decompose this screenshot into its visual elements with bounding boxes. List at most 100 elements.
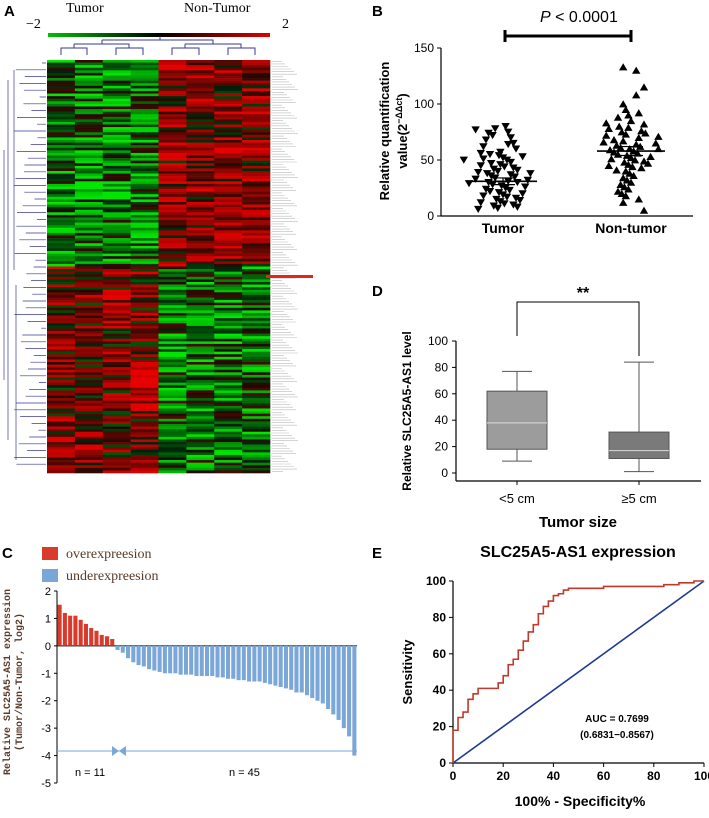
heatmap-cell xyxy=(102,155,131,159)
heatmap-cell xyxy=(47,416,76,420)
heatmap-cell xyxy=(186,196,215,200)
scatter-point-nontumor xyxy=(622,176,632,184)
panel-a-letter: A xyxy=(4,3,15,20)
heatmap-cell xyxy=(102,70,131,74)
heatmap-cell xyxy=(158,354,187,358)
heatmap-cell xyxy=(186,227,215,231)
waterfall-bar-over xyxy=(110,639,115,646)
heatmap-cell xyxy=(102,222,131,226)
heatmap-cell xyxy=(186,232,215,236)
heatmap-cell xyxy=(214,163,243,167)
heatmap-cell xyxy=(242,127,271,130)
heatmap-cell xyxy=(74,124,104,128)
heatmap-cell xyxy=(74,390,104,394)
heatmap-cell xyxy=(74,364,104,368)
heatmap-cell xyxy=(186,416,215,420)
heatmap-cell xyxy=(74,318,104,322)
heatmap-cell xyxy=(47,75,76,79)
heatmap-cell xyxy=(74,372,104,376)
heatmap-cell xyxy=(74,387,104,391)
panel-a-heatmap: A Tumor Non-Tumor −2 2 xyxy=(3,1,313,474)
boxplot-ylabel: Relative SLC25A5-AS1 level xyxy=(400,331,414,490)
heatmap-cell xyxy=(158,67,187,71)
heatmap-cell xyxy=(102,165,131,169)
heatmap-cell xyxy=(214,217,243,221)
heatmap-cell xyxy=(130,127,159,130)
heatmap-cell xyxy=(102,426,131,430)
heatmap-cell xyxy=(102,323,131,327)
heatmap-cell xyxy=(158,232,187,236)
heatmap-cell xyxy=(130,362,159,365)
heatmap-cell xyxy=(242,160,271,164)
heatmap-cell xyxy=(102,178,131,182)
heatmap-cell xyxy=(74,362,104,365)
heatmap-cell xyxy=(214,93,243,97)
heatmap-cell xyxy=(214,454,243,458)
heatmap-cell xyxy=(130,114,159,118)
scatter-xlabel-tumor: Tumor xyxy=(482,220,525,236)
roc-ytick-label: 40 xyxy=(433,683,447,697)
heatmap-cell xyxy=(158,380,187,383)
heatmap-cell xyxy=(186,305,215,309)
heatmap-cell xyxy=(130,109,159,112)
heatmap-cell xyxy=(242,341,271,345)
heatmap-cell xyxy=(102,209,131,213)
heatmap-cell xyxy=(158,421,187,425)
scatter-point-tumor xyxy=(476,149,485,158)
heatmap-cell xyxy=(186,400,215,404)
heatmap-cell xyxy=(47,127,76,130)
heatmap-cell xyxy=(47,209,76,213)
scatter-point-tumor xyxy=(505,186,514,195)
heatmap-cell xyxy=(130,390,159,394)
heatmap-cell xyxy=(102,385,131,389)
heatmap-cell xyxy=(158,196,187,200)
heatmap-cell xyxy=(130,300,159,303)
heatmap-cell xyxy=(214,351,243,355)
heatmap-cell xyxy=(74,266,104,270)
heatmap-cell xyxy=(74,307,104,311)
heatmap-cell xyxy=(158,62,187,66)
heatmap-cell xyxy=(214,364,243,368)
heatmap-cell xyxy=(242,78,271,81)
heatmap-cell xyxy=(186,374,215,378)
heatmap-cell xyxy=(74,178,104,182)
heatmap-cell xyxy=(242,238,271,241)
heatmap-cell xyxy=(74,328,104,332)
heatmap-cell xyxy=(74,194,104,198)
heatmap-cell xyxy=(242,248,271,252)
heatmap-cell xyxy=(242,405,271,409)
heatmap-cell xyxy=(47,152,76,156)
heatmap-cell xyxy=(47,359,76,363)
heatmap-cell xyxy=(102,284,131,288)
heatmap-cell xyxy=(130,465,159,469)
heatmap-cell xyxy=(186,356,215,360)
heatmap-cell xyxy=(186,245,215,249)
heatmap-cell xyxy=(158,261,187,265)
waterfall-bar-under xyxy=(252,645,257,682)
heatmap-cell xyxy=(242,83,271,87)
heatmap-cell xyxy=(102,119,131,123)
scatter-xlabel-nontumor: Non-tumor xyxy=(595,220,667,236)
heatmap-cell xyxy=(186,380,215,383)
heatmap-cell xyxy=(214,165,243,169)
heatmap-cell xyxy=(186,114,215,118)
heatmap-cell xyxy=(214,302,243,306)
heatmap-cell xyxy=(47,331,76,334)
heatmap-cell xyxy=(242,199,271,203)
waterfall-ytick-label: 1 xyxy=(45,613,51,625)
heatmap-cell xyxy=(186,325,215,329)
heatmap-cell xyxy=(186,235,215,239)
scatter-point-tumor xyxy=(518,190,527,198)
heatmap-cell xyxy=(130,137,159,141)
heatmap-cell xyxy=(214,67,243,71)
heatmap-cell xyxy=(130,152,159,156)
heatmap-cell xyxy=(242,447,271,451)
heatmap-cell xyxy=(130,312,159,316)
heatmap-cell xyxy=(130,470,159,474)
heatmap-cell xyxy=(158,287,187,291)
waterfall-bar-over xyxy=(62,612,67,646)
heatmap-cell xyxy=(47,196,76,200)
scatter-point-tumor xyxy=(502,156,512,164)
heatmap-scale-min: −2 xyxy=(26,17,41,32)
heatmap-cell xyxy=(214,426,243,430)
